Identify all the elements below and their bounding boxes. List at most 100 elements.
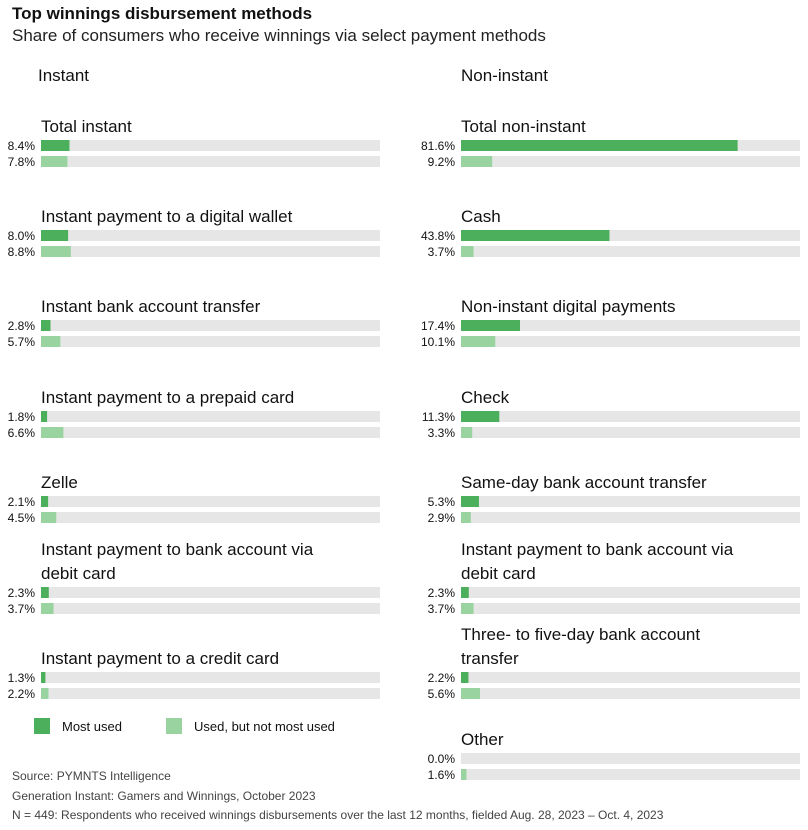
value-label-non-instant-digital-payments-most-used: 17.4%	[421, 319, 455, 333]
bar-track-other-most-used	[461, 753, 800, 764]
bar-track-instant-payment-to-bank-account-via-debit-card-most-used	[461, 587, 800, 598]
bar-track-instant-bank-account-transfer-most-used	[41, 320, 380, 331]
bar-total-non-instant-most-used	[461, 140, 738, 151]
category-label-non-instant-digital-payments: Non-instant digital payments	[461, 297, 676, 316]
bar-track-same-day-bank-account-transfer-used-not-most	[461, 512, 800, 523]
bar-track-instant-payment-to-a-credit-card-most-used	[41, 672, 380, 683]
value-label-instant-payment-to-bank-account-via-debit-card-most-used: 2.3%	[428, 586, 456, 600]
bar-instant-payment-to-a-digital-wallet-used-not-most	[41, 246, 71, 257]
value-label-instant-payment-to-a-credit-card-used-not-most: 2.2%	[8, 687, 36, 701]
category-label-cash: Cash	[461, 207, 501, 226]
category-label-check: Check	[461, 388, 510, 407]
bar-track-cash-used-not-most	[461, 246, 800, 257]
category-label-instant-payment-to-bank-account-via-debit-card: Instant payment to bank account via debit…	[41, 540, 314, 583]
value-label-other-most-used: 0.0%	[428, 752, 456, 766]
value-label-instant-bank-account-transfer-used-not-most: 5.7%	[8, 335, 36, 349]
bar-instant-payment-to-bank-account-via-debit-card-used-not-most	[461, 603, 474, 614]
bar-same-day-bank-account-transfer-most-used	[461, 496, 479, 507]
value-label-zelle-used-not-most: 4.5%	[8, 511, 36, 525]
bar-zelle-most-used	[41, 496, 49, 507]
footer-note: N = 449: Respondents who received winnin…	[12, 808, 664, 822]
value-label-instant-payment-to-a-digital-wallet-most-used: 8.0%	[8, 229, 36, 243]
category-label-total-non-instant: Total non-instant	[461, 117, 586, 136]
bar-track-check-most-used	[461, 411, 800, 422]
bar-non-instant-digital-payments-used-not-most	[461, 336, 496, 347]
bar-zelle-used-not-most	[41, 512, 57, 523]
value-label-instant-payment-to-a-digital-wallet-used-not-most: 8.8%	[8, 245, 36, 259]
bar-same-day-bank-account-transfer-used-not-most	[461, 512, 471, 523]
legend-label-used-not-most: Used, but not most used	[194, 719, 335, 734]
footer-report: Generation Instant: Gamers and Winnings,…	[12, 789, 316, 803]
bar-track-non-instant-digital-payments-most-used	[461, 320, 800, 331]
value-label-instant-payment-to-bank-account-via-debit-card-used-not-most: 3.7%	[428, 602, 456, 616]
bar-total-instant-most-used	[41, 140, 70, 151]
bar-track-total-instant-used-not-most	[41, 156, 380, 167]
bar-instant-payment-to-a-prepaid-card-used-not-most	[41, 427, 64, 438]
value-label-instant-payment-to-a-prepaid-card-most-used: 1.8%	[8, 410, 36, 424]
value-label-non-instant-digital-payments-used-not-most: 10.1%	[421, 335, 455, 349]
bar-cash-used-not-most	[461, 246, 474, 257]
bar-three-to-five-day-bank-account-transfer-most-used	[461, 672, 469, 683]
category-label-instant-payment-to-a-credit-card: Instant payment to a credit card	[41, 649, 279, 668]
bar-instant-payment-to-a-prepaid-card-most-used	[41, 411, 48, 422]
bar-track-other-used-not-most	[461, 769, 800, 780]
category-label-same-day-bank-account-transfer: Same-day bank account transfer	[461, 473, 707, 492]
bar-track-same-day-bank-account-transfer-most-used	[461, 496, 800, 507]
bar-instant-bank-account-transfer-used-not-most	[41, 336, 61, 347]
bar-track-instant-payment-to-a-prepaid-card-most-used	[41, 411, 380, 422]
bar-track-zelle-used-not-most	[41, 512, 380, 523]
bar-track-non-instant-digital-payments-used-not-most	[461, 336, 800, 347]
bar-track-instant-payment-to-bank-account-via-debit-card-most-used	[41, 587, 380, 598]
bar-instant-payment-to-a-digital-wallet-most-used	[41, 230, 69, 241]
value-label-cash-most-used: 43.8%	[421, 229, 455, 243]
bar-track-instant-payment-to-bank-account-via-debit-card-used-not-most	[41, 603, 380, 614]
category-label-instant-payment-to-a-prepaid-card: Instant payment to a prepaid card	[41, 388, 294, 407]
value-label-instant-payment-to-bank-account-via-debit-card-most-used: 2.3%	[8, 586, 36, 600]
bar-track-instant-payment-to-bank-account-via-debit-card-used-not-most	[461, 603, 800, 614]
bar-instant-payment-to-bank-account-via-debit-card-most-used	[461, 587, 469, 598]
value-label-instant-payment-to-a-prepaid-card-used-not-most: 6.6%	[8, 426, 36, 440]
bar-track-cash-most-used	[461, 230, 800, 241]
value-label-zelle-most-used: 2.1%	[8, 495, 36, 509]
value-label-check-used-not-most: 3.3%	[428, 426, 456, 440]
category-label-total-instant: Total instant	[41, 117, 132, 136]
category-label-instant-payment-to-bank-account-via-debit-card: Instant payment to bank account via debit…	[461, 540, 734, 583]
value-label-cash-used-not-most: 3.7%	[428, 245, 456, 259]
bar-non-instant-digital-payments-most-used	[461, 320, 520, 331]
value-label-total-non-instant-used-not-most: 9.2%	[428, 155, 456, 169]
value-label-total-instant-most-used: 8.4%	[8, 139, 36, 153]
bar-track-instant-payment-to-a-credit-card-used-not-most	[41, 688, 380, 699]
bar-track-instant-bank-account-transfer-used-not-most	[41, 336, 380, 347]
value-label-instant-payment-to-bank-account-via-debit-card-used-not-most: 3.7%	[8, 602, 36, 616]
bar-instant-payment-to-a-credit-card-most-used	[41, 672, 46, 683]
legend-swatch-most-used	[34, 718, 50, 734]
bar-total-instant-used-not-most	[41, 156, 68, 167]
footer-source: Source: PYMNTS Intelligence	[12, 769, 171, 783]
bar-three-to-five-day-bank-account-transfer-used-not-most	[461, 688, 480, 699]
value-label-same-day-bank-account-transfer-used-not-most: 2.9%	[428, 511, 456, 525]
value-label-instant-payment-to-a-credit-card-most-used: 1.3%	[8, 671, 36, 685]
bar-track-instant-payment-to-a-prepaid-card-used-not-most	[41, 427, 380, 438]
value-label-three-to-five-day-bank-account-transfer-most-used: 2.2%	[428, 671, 456, 685]
bar-cash-most-used	[461, 230, 610, 241]
category-label-three-to-five-day-bank-account-transfer: Three- to five-day bank account transfer	[461, 625, 700, 668]
value-label-same-day-bank-account-transfer-most-used: 5.3%	[428, 495, 456, 509]
bar-track-three-to-five-day-bank-account-transfer-most-used	[461, 672, 800, 683]
bar-track-zelle-most-used	[41, 496, 380, 507]
chart-title: Top winnings disbursement methods	[12, 4, 313, 23]
value-label-instant-bank-account-transfer-most-used: 2.8%	[8, 319, 36, 333]
bar-instant-payment-to-bank-account-via-debit-card-used-not-most	[41, 603, 54, 614]
bar-track-instant-payment-to-a-digital-wallet-most-used	[41, 230, 380, 241]
bar-instant-bank-account-transfer-most-used	[41, 320, 51, 331]
bar-track-total-instant-most-used	[41, 140, 380, 151]
bar-track-instant-payment-to-a-digital-wallet-used-not-most	[41, 246, 380, 257]
bar-track-three-to-five-day-bank-account-transfer-used-not-most	[461, 688, 800, 699]
legend-label-most-used: Most used	[62, 719, 122, 734]
category-label-instant-bank-account-transfer: Instant bank account transfer	[41, 297, 261, 316]
bar-track-total-non-instant-used-not-most	[461, 156, 800, 167]
chart-subtitle: Share of consumers who receive winnings …	[12, 26, 546, 45]
bar-total-non-instant-used-not-most	[461, 156, 493, 167]
value-label-other-used-not-most: 1.6%	[428, 768, 456, 782]
value-label-three-to-five-day-bank-account-transfer-used-not-most: 5.6%	[428, 687, 456, 701]
